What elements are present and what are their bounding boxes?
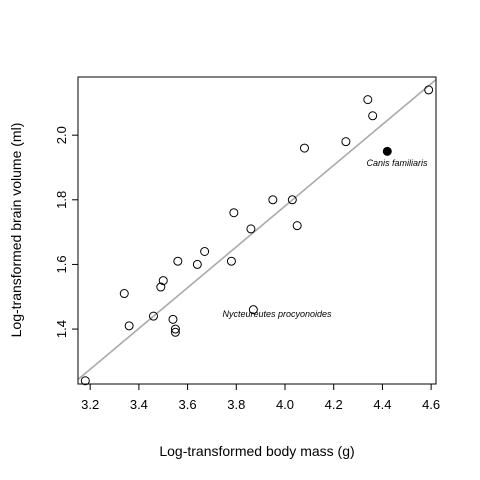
data-point (246, 224, 256, 234)
x-tick-label: 4.4 (373, 397, 391, 412)
x-tick-label: 4.2 (325, 397, 343, 412)
data-point (229, 208, 239, 218)
data-point (268, 195, 278, 205)
annotation-nyctereutes: Nycteureutes procyonoides (222, 309, 332, 319)
x-axis-title: Log-transformed body mass (g) (159, 443, 354, 459)
data-point (156, 282, 166, 292)
data-point (124, 321, 134, 331)
x-tick-label: 3.6 (179, 397, 197, 412)
annotation-canis: Canis familiaris (366, 158, 428, 168)
data-point (299, 143, 309, 153)
data-point (80, 376, 90, 386)
data-point (168, 314, 178, 324)
data-point (292, 221, 302, 231)
plot-frame (77, 76, 437, 385)
x-tick-label: 3.2 (81, 397, 99, 412)
y-tick-label: 2.0 (54, 126, 69, 144)
data-point (363, 95, 373, 105)
data-point (119, 289, 129, 299)
y-tick-label: 1.4 (54, 320, 69, 338)
data-point (148, 311, 158, 321)
data-point (158, 276, 168, 286)
regression-line (77, 78, 437, 381)
data-point (170, 324, 180, 334)
data-point (192, 259, 202, 269)
data-point (173, 256, 183, 266)
data-point (424, 85, 434, 95)
data-point (341, 137, 351, 147)
x-tick-label: 4.6 (422, 397, 440, 412)
y-axis-title: Log-transformed brain volume (ml) (8, 123, 24, 338)
data-point (226, 256, 236, 266)
y-tick-label: 1.8 (54, 191, 69, 209)
x-tick-label: 3.4 (130, 397, 148, 412)
x-tick-label: 3.8 (227, 397, 245, 412)
data-point (170, 327, 180, 337)
data-point (368, 111, 378, 121)
data-point-highlight (382, 146, 392, 156)
data-point (248, 305, 258, 315)
x-tick-label: 4.0 (276, 397, 294, 412)
data-point (200, 247, 210, 257)
data-point (287, 195, 297, 205)
y-tick-label: 1.6 (54, 255, 69, 273)
